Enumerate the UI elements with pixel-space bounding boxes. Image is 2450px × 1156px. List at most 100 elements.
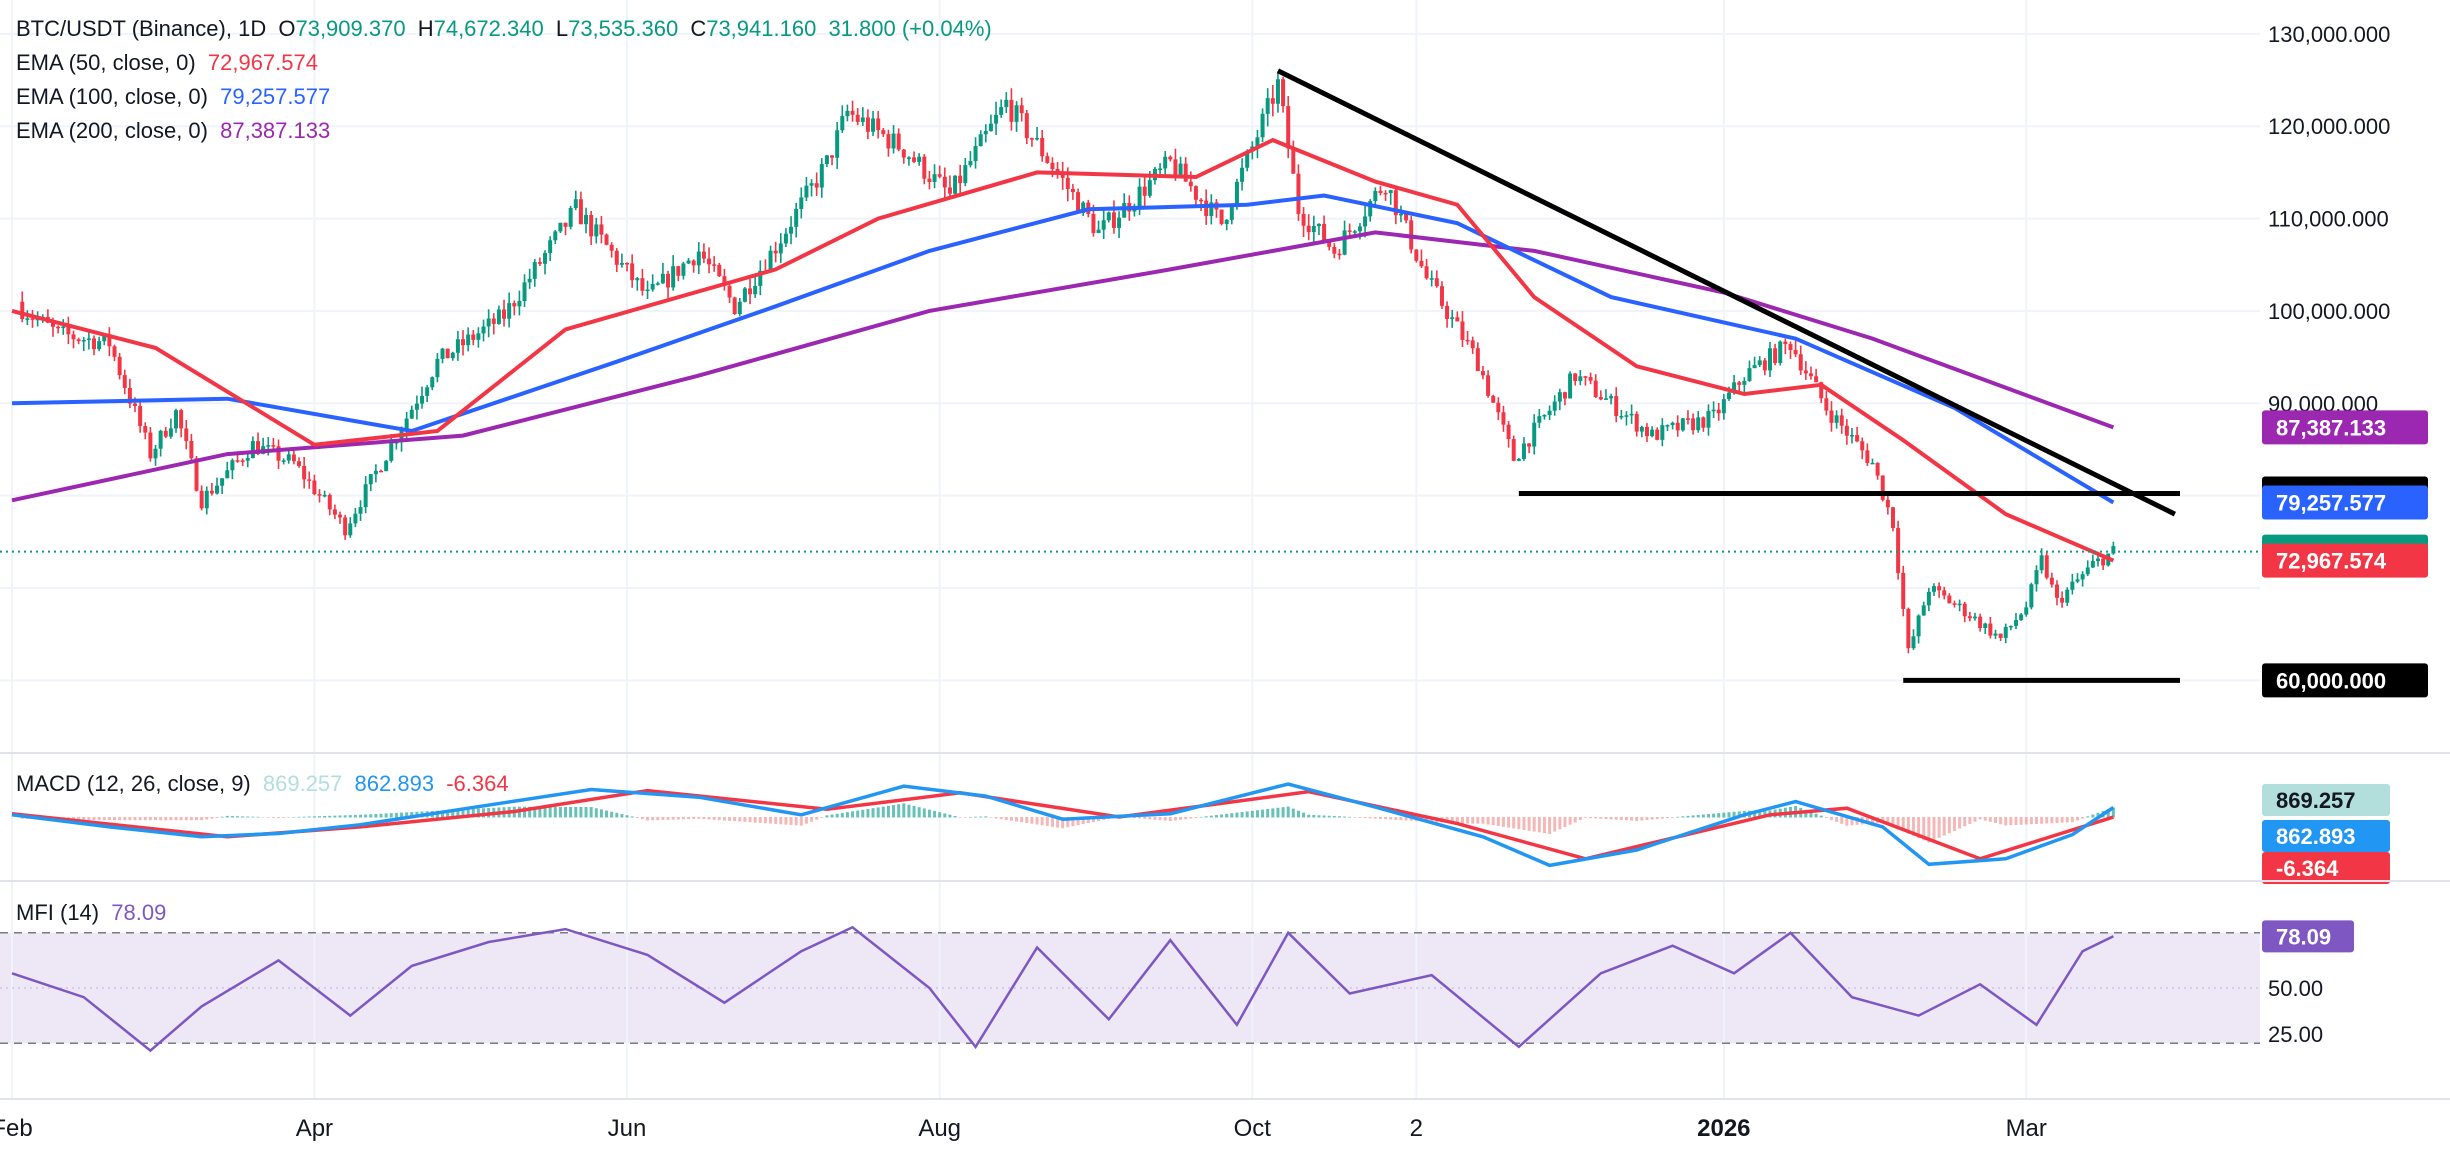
macd-hist-bar [943,813,947,818]
macd-hist-bar [1343,816,1347,818]
price-tag-label: 60,000.000 [2276,668,2386,693]
candle-body [727,285,732,298]
ema50-legend[interactable]: EMA (50, close, 0) 72,967.574 [16,50,324,76]
macd-hist-bar [1512,817,1516,829]
time-tick-label: Apr [296,1115,333,1142]
candle-body [1035,137,1040,140]
price-tag-bg [2262,410,2428,445]
candle-body [1634,413,1639,432]
candle-body [225,470,230,479]
macd-hist-bar [676,817,680,820]
candles [20,71,2116,654]
macd-hist-bar [1753,810,1757,818]
macd-hist-bar [1399,817,1403,821]
macd-hist-bar [1312,814,1316,818]
candle-body [1311,226,1316,233]
macd-hist-bar [271,817,275,818]
candle-body [1445,305,1450,319]
candle-body [707,258,712,265]
macd-hist-bar [784,817,788,825]
candle-body [56,326,61,329]
macd-hist-bar [1296,810,1300,818]
macd-line-value: 862.893 [354,771,435,796]
macd-hist-bar [1373,817,1377,819]
candle-body [742,288,747,302]
candle-body [163,430,168,437]
macd-hist-bar [697,817,701,819]
candle-body [814,183,819,188]
candle-body [1747,368,1752,381]
macd-line [11,782,2115,868]
candle-body [348,523,353,536]
macd-hist-bar [1660,817,1664,819]
macd-hist-bar [1481,817,1485,824]
candle-body [2013,620,2018,626]
candle-body [1737,382,1742,385]
candle-body [86,338,91,341]
candle-body [1860,441,1865,451]
candle-body [1450,317,1455,319]
macd-hist-bar [1896,817,1900,830]
open-label: O [278,16,296,41]
candle-body [1655,429,1660,440]
macd-hist-bar [323,815,327,818]
candle-body [235,460,240,462]
macd-hist-bar [651,817,655,821]
macd-hist-bar [230,816,234,818]
macd-hist-bar [1676,816,1680,818]
candle-body [2060,597,2065,603]
macd-hist-bar [635,817,639,819]
price-tick-label: 120,000.000 [2268,114,2390,139]
candle-body [1414,249,1419,261]
candle-body [317,494,322,496]
candle-body [2090,561,2095,568]
mfi-legend[interactable]: MFI (14) 78.09 [16,900,172,926]
macd-hist-bar [328,815,332,818]
candle-body [174,410,179,429]
macd-hist-bar [1850,817,1854,826]
candle-body [291,454,296,462]
pane-separator-mfi[interactable] [0,880,2450,882]
candle-body [1301,213,1306,226]
candle-body [1916,615,1921,637]
candle-body [1675,422,1680,431]
macd-hist-bar [1537,817,1541,833]
macd-hist-bar [1368,817,1372,819]
candle-body [2101,558,2106,566]
candle-body [1885,499,1890,508]
candle-body [327,494,332,510]
macd-hist-bar [1327,815,1331,818]
ema100-legend[interactable]: EMA (100, close, 0) 79,257.577 [16,84,336,110]
macd-hist-bar [1624,817,1628,821]
candle-body [71,334,76,340]
candle-body [322,494,327,497]
macd-hist-bar [1168,817,1172,822]
macd-hist-bar [1158,817,1162,821]
candle-body [1665,425,1670,427]
candle-body [1050,162,1055,169]
macd-hist-bar [968,816,972,818]
macd-hist-bar [1630,817,1634,821]
candle-body [1117,217,1122,228]
candle-body [1004,99,1009,108]
macd-hist-bar [2014,817,2018,826]
price-tick-label: 110,000.000 [2268,207,2389,232]
candle-body [2029,584,2034,608]
candle-body [1368,201,1373,217]
macd-hist-bar [184,817,188,821]
candle-body [1091,213,1096,234]
macd-legend[interactable]: MACD (12, 26, close, 9) 869.257 862.893 … [16,771,515,797]
macd-hist-bar [1076,817,1080,826]
candle-body [1363,216,1368,227]
candle-body [835,130,840,158]
macd-hist-bar [2029,817,2033,825]
macd-hist-bar [1378,817,1382,819]
candle-body [271,445,276,447]
candle-body [978,134,983,147]
ema200-legend[interactable]: EMA (200, close, 0) 87,387.133 [16,118,336,144]
pane-separator-macd[interactable] [0,752,2450,754]
candle-body [594,224,599,237]
candle-body [994,114,999,124]
macd-hist-bar [661,817,665,820]
